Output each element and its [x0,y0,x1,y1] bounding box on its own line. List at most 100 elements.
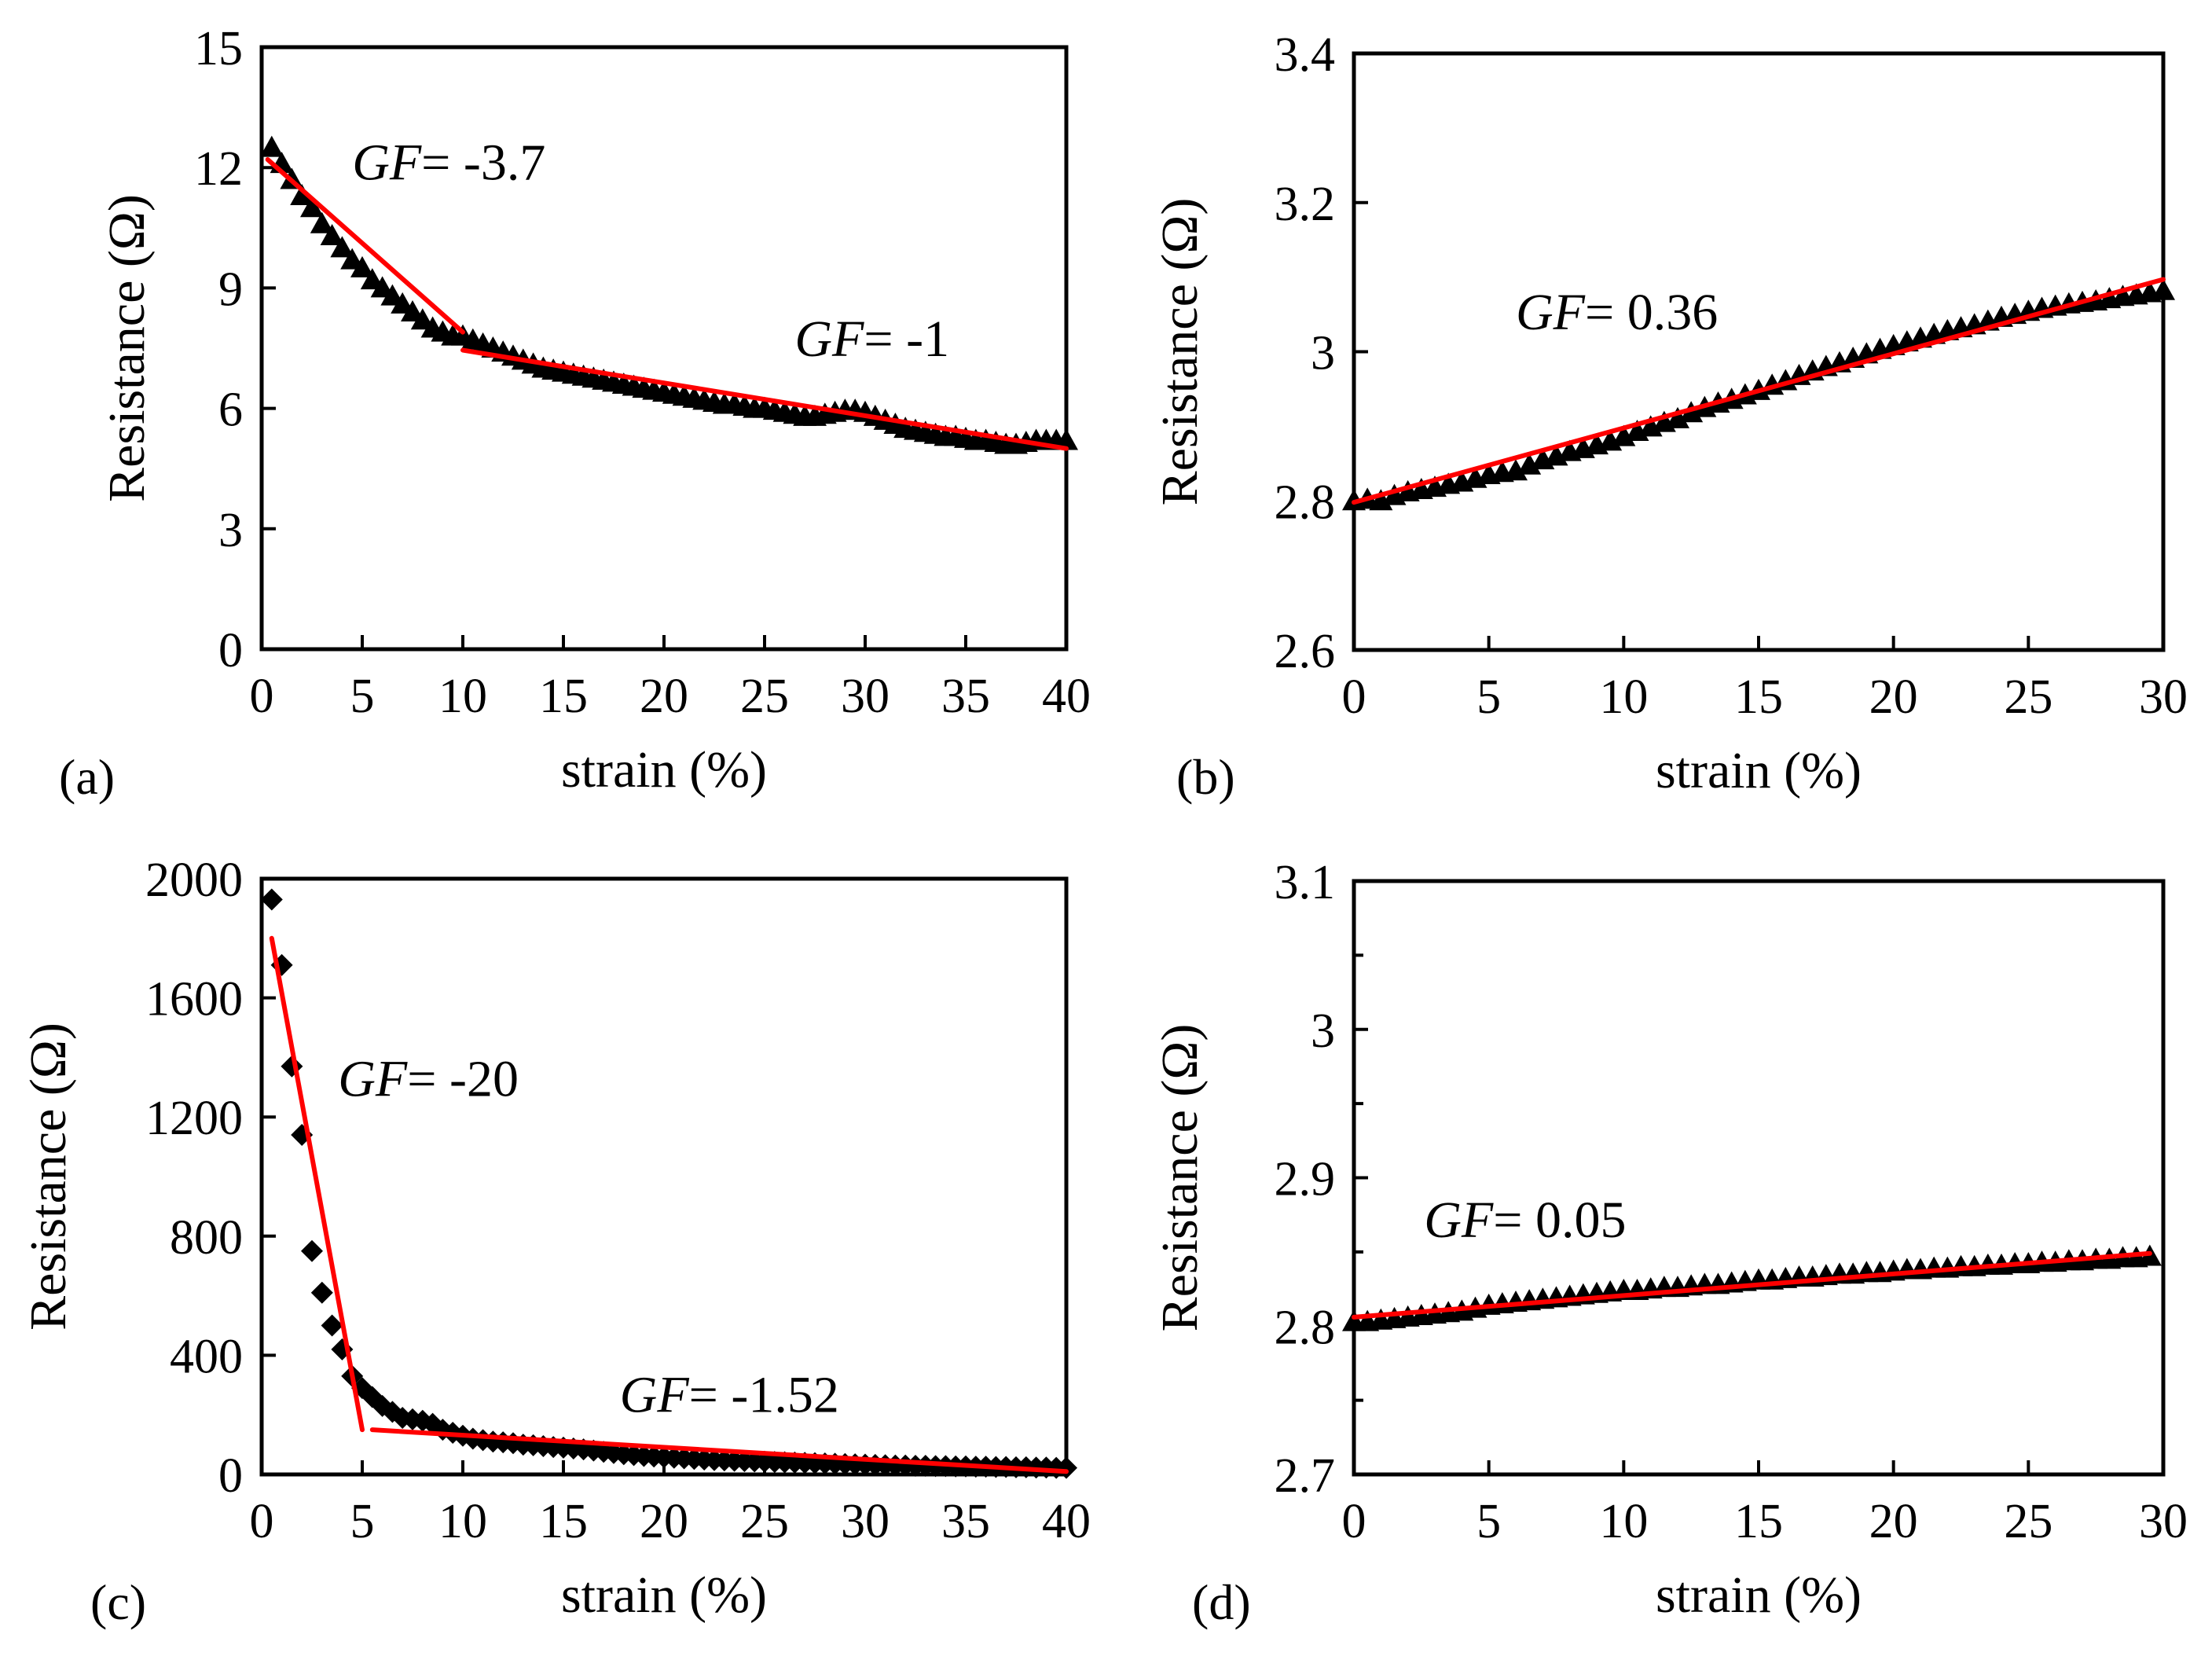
fit-line [265,156,465,335]
y-tick-label: 9 [218,263,243,316]
y-tick-label: 3 [1311,1004,1335,1058]
y-tick-label: 6 [218,384,243,437]
x-tick-label: 10 [438,1495,487,1548]
gf-annotation: GF= 0.05 [1424,1192,1626,1249]
y-tick-label: 2.6 [1275,625,1336,678]
gf-annotation: GF= -1 [794,310,949,368]
gf-symbol: GF [794,310,864,368]
data-point [300,196,324,218]
y-tick-label: 3.1 [1275,856,1336,909]
x-axis-label: strain (%) [561,741,767,799]
panel-label: (d) [1192,1574,1251,1630]
fit-line [1352,277,2166,505]
data-point [350,255,374,277]
y-tick-label: 12 [194,142,243,196]
panel-d: 0 5 10 15 20 25 30 2.7 2.8 2.9 3 3.1 strain (%) Resis… [1151,856,2188,1630]
data-point [310,1281,333,1304]
gf-symbol: GF [338,1051,408,1108]
x-tick-label: 15 [1734,670,1783,724]
fit-line [369,1427,1069,1474]
x-tick-label: 0 [250,670,274,723]
x-tick-label: 5 [350,670,375,723]
y-tick-label: 400 [170,1330,243,1383]
data-point [259,135,284,157]
gf-value: = -1.52 [689,1366,839,1423]
x-tick-label: 30 [2139,670,2188,724]
x-tick-label: 30 [841,670,890,723]
data-point [330,236,354,258]
gf-value: = -1 [864,310,949,368]
gf-value: = 0.36 [1585,284,1718,341]
x-tick-label: 0 [1342,1495,1366,1548]
data-point [321,1314,343,1337]
x-tick-label: 25 [2004,1495,2052,1548]
y-tick-label: 1600 [145,973,243,1026]
data-series [1342,278,2175,511]
y-tick-label: 2.7 [1275,1449,1336,1503]
x-tick-label: 35 [941,670,990,723]
y-tick-label: 3 [1311,327,1335,380]
x-tick-label: 0 [250,1495,274,1548]
data-point [310,211,334,233]
data-point [1666,406,1689,428]
fit-line [460,347,1069,451]
gf-symbol: GF [1424,1192,1494,1249]
gf-symbol: GF [1516,284,1586,341]
x-tick-label: 25 [740,1495,789,1548]
x-tick-label: 30 [2139,1495,2188,1548]
y-tick-label: 800 [170,1211,243,1265]
y-tick-label: 0 [218,624,243,677]
data-series [1342,1244,2162,1331]
data-point [1055,428,1078,450]
y-axis-label: Resistance (Ω) [98,194,156,502]
x-tick-label: 25 [740,670,789,723]
panel-c: 0 5 10 15 20 25 30 35 400400800120016002000strai… [20,854,1091,1630]
gf-annotation: GF= 0.36 [1516,284,1718,341]
panel-label: (b) [1176,749,1235,805]
y-tick-label: 15 [194,22,243,75]
y-axis-label: Resistance (Ω) [1151,198,1209,506]
x-tick-label: 15 [539,1495,588,1548]
data-point [320,224,344,246]
x-tick-label: 20 [640,1495,688,1548]
x-tick-label: 15 [1734,1495,1783,1548]
x-tick-label: 10 [1599,1495,1648,1548]
x-axis-label: strain (%) [1656,1566,1862,1624]
x-tick-label: 20 [1869,670,1918,724]
x-axis-label: strain (%) [561,1566,767,1624]
plot-frame [1352,879,2166,1477]
y-tick-label: 3.2 [1275,178,1336,231]
x-tick-label: 5 [350,1495,375,1548]
panel-label: (a) [59,749,115,805]
x-tick-label: 5 [1477,670,1501,724]
data-point [1504,459,1528,481]
y-tick-label: 2.8 [1275,475,1336,529]
fit-line [1352,1250,2152,1320]
y-axis-label: Resistance (Ω) [1151,1024,1209,1332]
panel-b: 0 5 10 15 20 25 30 2.6 2.8 3 3.2 3.4 strain (%) Resis… [1151,28,2188,805]
x-tick-label: 30 [841,1495,890,1548]
x-tick-label: 25 [2004,670,2052,724]
plot-frame [1352,51,2166,652]
fit-line [269,935,365,1433]
data-point [290,183,314,205]
y-tick-label: 3 [218,504,243,557]
y-tick-label: 0 [218,1449,243,1503]
x-tick-label: 0 [1342,670,1366,724]
gf-annotation: GF= -20 [338,1051,519,1108]
panel-label: (c) [90,1574,146,1630]
y-tick-label: 2.9 [1275,1153,1336,1206]
gf-value: = -3.7 [421,134,545,192]
data-point [381,1401,404,1423]
y-tick-label: 2000 [145,854,243,907]
x-tick-label: 15 [539,670,588,723]
x-tick-label: 5 [1477,1495,1501,1548]
gf-symbol: GF [620,1366,690,1423]
x-tick-label: 35 [941,1495,990,1548]
x-tick-label: 10 [1599,670,1648,724]
x-tick-label: 20 [640,670,688,723]
gf-value: = -20 [407,1051,519,1108]
x-tick-label: 40 [1042,670,1091,723]
y-tick-label: 1200 [145,1092,243,1145]
